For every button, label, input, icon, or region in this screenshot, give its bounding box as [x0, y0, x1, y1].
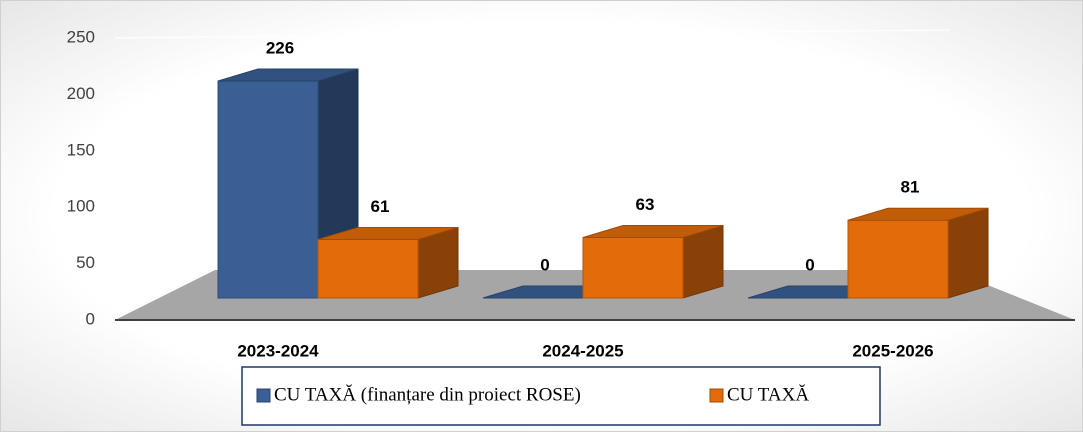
data-label: 63: [636, 195, 655, 214]
x-tick-label: 2025-2026: [852, 341, 933, 360]
y-tick-label: 100: [67, 197, 95, 216]
legend-label: CU TAXĂ (finanțare din proiect ROSE): [274, 384, 581, 405]
bar-top: [582, 225, 724, 239]
bar: [217, 80, 319, 299]
legend-swatch: [256, 388, 271, 403]
bar: [847, 219, 949, 299]
x-tick-label: 2023-2024: [237, 341, 319, 360]
bar: [582, 237, 684, 299]
data-label: 0: [540, 255, 549, 274]
y-tick-label: 200: [67, 84, 95, 103]
data-label: 226: [266, 39, 294, 58]
grid-line: [114, 29, 951, 39]
y-tick-label: 50: [76, 253, 95, 272]
bar-side: [682, 224, 724, 299]
y-tick-label: 250: [67, 27, 95, 46]
legend: [241, 366, 881, 426]
y-tick-label: 0: [86, 309, 95, 328]
bar: [317, 238, 419, 299]
data-label: 0: [805, 255, 814, 274]
y-tick-label: 150: [67, 140, 95, 159]
bar-side: [947, 207, 989, 299]
legend-swatch: [709, 388, 724, 403]
data-label: 61: [371, 197, 390, 216]
x-tick-label: 2024-2025: [542, 341, 623, 360]
bar-top: [847, 207, 989, 221]
data-label: 81: [901, 178, 920, 197]
bar-top: [217, 68, 359, 82]
bar-top: [317, 226, 459, 240]
legend-label: CU TAXĂ: [727, 384, 809, 405]
